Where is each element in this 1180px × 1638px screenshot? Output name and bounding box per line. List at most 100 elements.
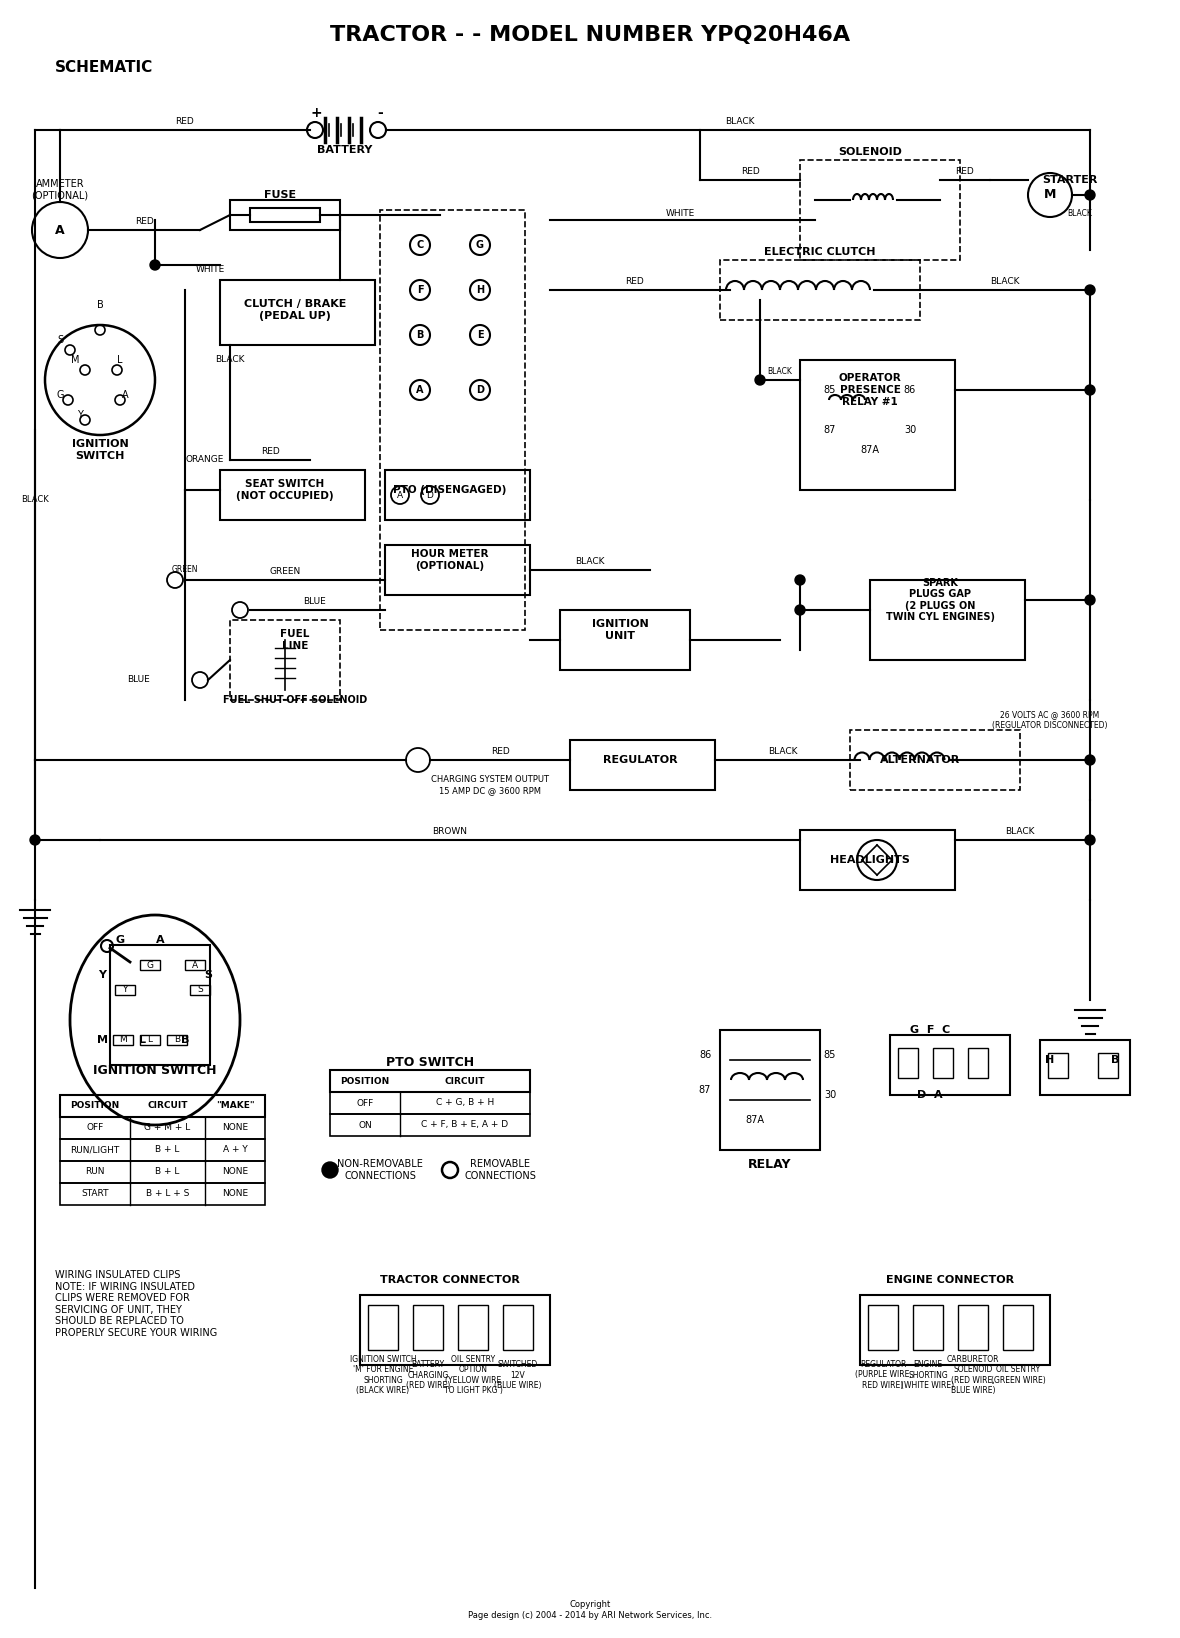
Text: L: L bbox=[117, 355, 123, 365]
Text: ENGINE
SHORTING
(WHITE WIRE): ENGINE SHORTING (WHITE WIRE) bbox=[902, 1360, 955, 1391]
Bar bbox=[60, 1117, 266, 1138]
Bar bbox=[968, 1048, 988, 1078]
Text: REGULATOR: REGULATOR bbox=[603, 755, 677, 765]
Text: BLACK: BLACK bbox=[726, 118, 755, 126]
Bar bbox=[958, 1305, 988, 1350]
Text: 87: 87 bbox=[824, 424, 837, 436]
Circle shape bbox=[1084, 385, 1095, 395]
Text: AMMETER
(OPTIONAL): AMMETER (OPTIONAL) bbox=[32, 179, 88, 201]
Text: A: A bbox=[156, 935, 164, 945]
Text: G: G bbox=[146, 960, 153, 970]
Text: S: S bbox=[57, 336, 63, 346]
Text: RED: RED bbox=[261, 447, 280, 457]
Text: OIL SENTRY
OPTION
(YELLOW WIRE
TO LIGHT PKG ): OIL SENTRY OPTION (YELLOW WIRE TO LIGHT … bbox=[444, 1355, 503, 1396]
Bar bbox=[560, 609, 690, 670]
Text: RED: RED bbox=[956, 167, 975, 177]
Text: Y: Y bbox=[123, 986, 127, 994]
Text: RUN/LIGHT: RUN/LIGHT bbox=[71, 1145, 119, 1155]
Bar bbox=[140, 1035, 160, 1045]
Text: HEADLIGHTS: HEADLIGHTS bbox=[830, 855, 910, 865]
Bar bbox=[458, 1305, 489, 1350]
Bar bbox=[185, 960, 205, 970]
Text: TRACTOR - - MODEL NUMBER YPQ20H46A: TRACTOR - - MODEL NUMBER YPQ20H46A bbox=[330, 25, 850, 44]
Bar bbox=[368, 1305, 398, 1350]
Text: RED: RED bbox=[135, 218, 153, 226]
Text: M: M bbox=[71, 355, 79, 365]
Text: IGNITION SWITCH
'M' FOR ENGINE
SHORTING
(BLACK WIRE): IGNITION SWITCH 'M' FOR ENGINE SHORTING … bbox=[349, 1355, 417, 1396]
Text: 30: 30 bbox=[824, 1089, 837, 1101]
Text: L: L bbox=[148, 1035, 152, 1045]
Bar bbox=[380, 210, 525, 631]
Text: B: B bbox=[417, 329, 424, 341]
Text: E: E bbox=[477, 329, 484, 341]
Text: START: START bbox=[81, 1189, 109, 1199]
Circle shape bbox=[150, 260, 160, 270]
Text: 86: 86 bbox=[699, 1050, 712, 1060]
Bar bbox=[190, 984, 210, 994]
Text: ELECTRIC CLUTCH: ELECTRIC CLUTCH bbox=[765, 247, 876, 257]
Text: 26 VOLTS AC @ 3600 RPM
(REGULATOR DISCONNECTED): 26 VOLTS AC @ 3600 RPM (REGULATOR DISCON… bbox=[992, 711, 1108, 729]
Text: +: + bbox=[310, 106, 322, 120]
Bar bbox=[60, 1183, 266, 1206]
Text: A + Y: A + Y bbox=[223, 1145, 248, 1155]
Bar bbox=[1048, 1053, 1068, 1078]
Text: CIRCUIT: CIRCUIT bbox=[445, 1076, 485, 1086]
Bar bbox=[503, 1305, 533, 1350]
Text: BLACK: BLACK bbox=[990, 277, 1020, 287]
Bar bbox=[113, 1035, 133, 1045]
Bar bbox=[219, 280, 375, 346]
Text: FUEL
LINE: FUEL LINE bbox=[281, 629, 309, 650]
Text: D: D bbox=[426, 490, 433, 500]
Text: ENGINE CONNECTOR: ENGINE CONNECTOR bbox=[886, 1274, 1014, 1284]
Text: HOUR METER
(OPTIONAL): HOUR METER (OPTIONAL) bbox=[412, 549, 489, 570]
Text: SPARK
PLUGS GAP
(2 PLUGS ON
TWIN CYL ENGINES): SPARK PLUGS GAP (2 PLUGS ON TWIN CYL ENG… bbox=[885, 578, 995, 622]
Bar bbox=[890, 1035, 1010, 1094]
Text: L: L bbox=[139, 1035, 146, 1045]
Text: TRACTOR CONNECTOR: TRACTOR CONNECTOR bbox=[380, 1274, 520, 1284]
Text: B: B bbox=[173, 1035, 181, 1045]
Text: B + L: B + L bbox=[156, 1168, 179, 1176]
Bar bbox=[330, 1114, 530, 1137]
Bar bbox=[933, 1048, 953, 1078]
Text: NON-REMOVABLE
CONNECTIONS: NON-REMOVABLE CONNECTIONS bbox=[337, 1160, 422, 1181]
Bar bbox=[720, 1030, 820, 1150]
Text: CHARGING SYSTEM OUTPUT
15 AMP DC @ 3600 RPM: CHARGING SYSTEM OUTPUT 15 AMP DC @ 3600 … bbox=[431, 775, 549, 794]
Text: SWITCHED
12V
(BLUE WIRE): SWITCHED 12V (BLUE WIRE) bbox=[494, 1360, 542, 1391]
Bar bbox=[230, 200, 340, 229]
Text: RED: RED bbox=[176, 118, 195, 126]
Text: STARTER: STARTER bbox=[1042, 175, 1097, 185]
Text: Copyright
Page design (c) 2004 - 2014 by ARI Network Services, Inc.: Copyright Page design (c) 2004 - 2014 by… bbox=[468, 1600, 712, 1620]
Text: ORANGE: ORANGE bbox=[185, 455, 223, 465]
Text: 86: 86 bbox=[904, 385, 916, 395]
Text: IGNITION
SWITCH: IGNITION SWITCH bbox=[72, 439, 129, 460]
Text: POSITION: POSITION bbox=[71, 1101, 119, 1111]
Bar bbox=[898, 1048, 918, 1078]
Bar bbox=[60, 1094, 266, 1117]
Text: NONE: NONE bbox=[222, 1124, 248, 1132]
Text: M: M bbox=[97, 1035, 107, 1045]
Text: BLACK: BLACK bbox=[215, 355, 244, 365]
Text: B: B bbox=[1110, 1055, 1119, 1065]
Bar bbox=[800, 161, 961, 260]
Text: B + L + S: B + L + S bbox=[146, 1189, 189, 1199]
Bar bbox=[1099, 1053, 1117, 1078]
Text: BLACK: BLACK bbox=[768, 747, 798, 757]
Text: NONE: NONE bbox=[222, 1168, 248, 1176]
Text: H: H bbox=[476, 285, 484, 295]
Text: SCHEMATIC: SCHEMATIC bbox=[55, 61, 153, 75]
Bar bbox=[140, 960, 160, 970]
Text: SEAT SWITCH
(NOT OCCUPIED): SEAT SWITCH (NOT OCCUPIED) bbox=[236, 480, 334, 501]
Text: GREEN: GREEN bbox=[269, 567, 301, 577]
Text: 87A: 87A bbox=[746, 1115, 765, 1125]
Text: RELAY: RELAY bbox=[748, 1158, 792, 1171]
Text: C: C bbox=[417, 241, 424, 251]
Text: B + L: B + L bbox=[156, 1145, 179, 1155]
Text: 85: 85 bbox=[824, 385, 837, 395]
Circle shape bbox=[1084, 595, 1095, 604]
Text: BATTERY: BATTERY bbox=[317, 146, 373, 156]
Text: G: G bbox=[476, 241, 484, 251]
Circle shape bbox=[1084, 190, 1095, 200]
Text: FUEL SHUT-OFF SOLENOID: FUEL SHUT-OFF SOLENOID bbox=[223, 695, 367, 704]
Text: OPERATOR
PRESENCE
RELAY #1: OPERATOR PRESENCE RELAY #1 bbox=[839, 373, 902, 406]
Text: H: H bbox=[1045, 1055, 1055, 1065]
